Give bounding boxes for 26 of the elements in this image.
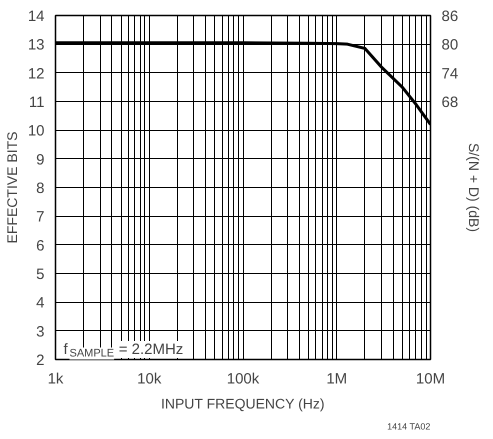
x-axis-title: INPUT FREQUENCY (Hz): [160, 396, 325, 412]
y-tick-label: 12: [28, 65, 45, 82]
y-tick-label: 9: [36, 151, 44, 168]
y-tick-label: 10: [28, 122, 45, 140]
y-tick-label: 4: [36, 294, 44, 312]
y2-tick-label: 68: [442, 94, 458, 111]
y2-tick-label: 86: [442, 8, 458, 25]
x-tick-label: 1M: [326, 370, 348, 388]
y2-tick-label: 74: [442, 65, 458, 82]
y-tick-label: 5: [36, 266, 44, 283]
y-tick-label: 3: [36, 323, 44, 340]
x-tick-label: 100k: [226, 370, 260, 388]
y-axis-title: EFFECTIVE BITS: [4, 131, 20, 244]
y2-axis-title: S/(N + D) (dB): [466, 142, 482, 232]
x-tick-label: 10k: [137, 370, 162, 388]
y-tick-label: 13: [28, 36, 45, 54]
y-tick-label: 7: [36, 208, 44, 226]
x-tick-label: 10M: [416, 370, 446, 388]
y-tick-label: 6: [36, 237, 44, 254]
text: 1414 TA02: [387, 422, 430, 432]
y2-tick-label: 80: [442, 36, 458, 54]
y-tick-label: 8: [36, 180, 44, 197]
y-tick-label: 2: [36, 352, 44, 369]
x-tick-label: 1k: [48, 370, 64, 388]
y-tick-label: 14: [28, 8, 45, 25]
y-tick-label: 11: [28, 94, 45, 111]
